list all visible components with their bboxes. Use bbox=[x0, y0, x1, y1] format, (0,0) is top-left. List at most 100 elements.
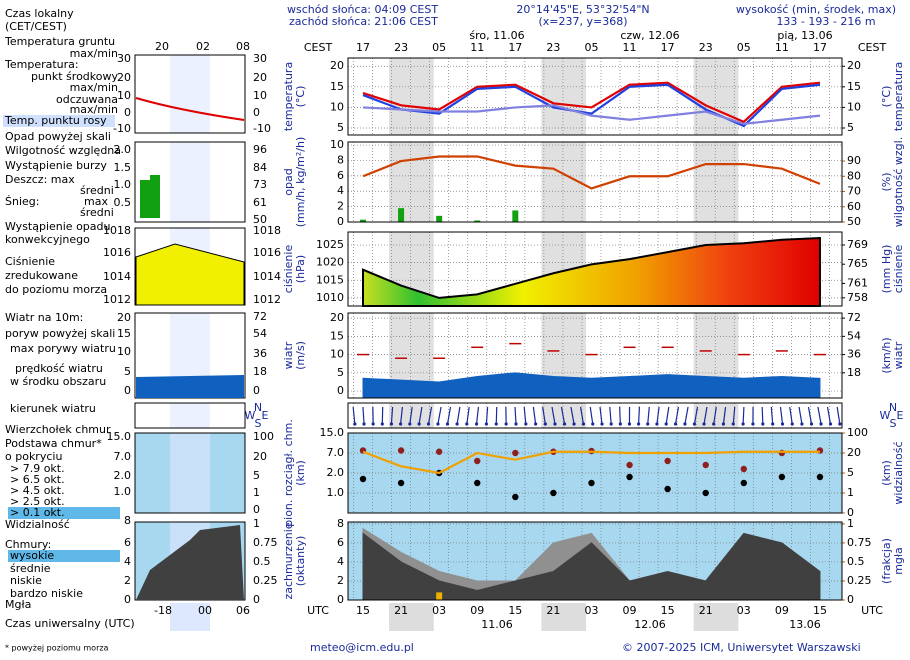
day-label: czw, 12.06 bbox=[620, 29, 679, 42]
wind-arrow-head bbox=[809, 422, 814, 426]
legend-tick: 1012 bbox=[253, 293, 281, 306]
legend-tick: 2.0 bbox=[114, 143, 132, 156]
legend-text: max porywy wiatru bbox=[10, 342, 116, 355]
legend-tick: 1018 bbox=[253, 224, 281, 237]
y2-tick-label: 1 bbox=[847, 486, 854, 499]
bar bbox=[398, 208, 405, 222]
wind-arrow-head bbox=[741, 422, 745, 426]
utc-hour: 21 bbox=[699, 604, 713, 617]
local-hour: 17 bbox=[661, 41, 675, 54]
bar bbox=[360, 219, 366, 222]
legend-text: Wilgotność względna bbox=[5, 144, 121, 157]
legend-tick: 0 bbox=[124, 106, 131, 119]
compass: W bbox=[245, 409, 256, 422]
legend-text: (CET/CEST) bbox=[5, 20, 67, 33]
legend-tick: 06 bbox=[236, 604, 250, 617]
wind-arrow bbox=[599, 406, 603, 425]
legend-tick: 0.25 bbox=[253, 574, 278, 587]
point bbox=[512, 449, 519, 457]
wind-arrow bbox=[807, 406, 813, 425]
y-tick-label: 1020 bbox=[316, 256, 344, 269]
y-tick-label: 5 bbox=[337, 121, 344, 134]
legend-text: poryw powyżej skali bbox=[5, 327, 115, 340]
legend-text: wysokie bbox=[10, 549, 54, 562]
y-tick-label: 10 bbox=[330, 348, 344, 361]
wind-arrow-head bbox=[562, 422, 567, 426]
legend-text: Podstawa chmur* bbox=[5, 437, 102, 450]
legend-tick: 1.0 bbox=[114, 178, 132, 191]
y2-tick-label: 54 bbox=[847, 329, 861, 342]
wind-arrow-head bbox=[636, 422, 641, 426]
wind-arrow-head bbox=[455, 422, 459, 426]
point bbox=[778, 473, 786, 481]
y2-tick-label: 60 bbox=[847, 200, 861, 213]
legend-text: Wystąpienie burzy bbox=[5, 159, 107, 172]
legend-tick: 2.0 bbox=[114, 469, 132, 482]
legend-tick: 15 bbox=[117, 327, 131, 340]
y2-tick-label: 80 bbox=[847, 169, 861, 182]
wind-arrow-head bbox=[761, 422, 765, 426]
wind-arrow-head bbox=[534, 422, 538, 426]
wind-arrow bbox=[732, 406, 736, 425]
legend-tick: 2 bbox=[124, 574, 131, 587]
wind-arrow bbox=[798, 406, 803, 425]
compass: W bbox=[880, 409, 891, 422]
wind-arrow bbox=[456, 406, 461, 425]
legend-cloud bbox=[136, 525, 244, 600]
legend-tick: 0 bbox=[253, 384, 260, 397]
wind-arrow-head bbox=[474, 422, 479, 426]
utc-day: 13.06 bbox=[789, 618, 821, 631]
point bbox=[474, 457, 481, 465]
panel-frame bbox=[347, 141, 843, 223]
utc-day: 12.06 bbox=[634, 618, 666, 631]
wind-arrow bbox=[390, 406, 394, 425]
day-label: śro, 11.06 bbox=[469, 29, 524, 42]
legend-precip bbox=[140, 175, 160, 218]
bar bbox=[474, 220, 481, 222]
wind-arrow-head bbox=[572, 422, 576, 426]
utc-hour: 15 bbox=[356, 604, 370, 617]
legend-tick: 0.75 bbox=[253, 536, 278, 549]
y-tick-label: 0 bbox=[337, 215, 344, 228]
legend-text: Chmury: bbox=[5, 538, 51, 551]
wind-arrow bbox=[674, 406, 680, 425]
y-axis-label: opad bbox=[282, 168, 295, 195]
series-area bbox=[362, 372, 821, 399]
wind-arrow-head bbox=[514, 422, 518, 426]
utc-hour: 03 bbox=[432, 604, 446, 617]
utc-hour: 03 bbox=[584, 604, 598, 617]
wind-arrow-head bbox=[600, 422, 604, 426]
local-hour: 17 bbox=[813, 41, 827, 54]
point bbox=[512, 493, 519, 501]
wind-arrow bbox=[579, 406, 585, 425]
legend-tick: 1016 bbox=[103, 246, 131, 259]
wind-arrow bbox=[742, 406, 745, 425]
wind-arrow-head bbox=[828, 422, 833, 426]
wind-arrow-head bbox=[543, 422, 547, 426]
wind-arrow bbox=[817, 406, 822, 425]
y-tick-label: 20 bbox=[330, 59, 344, 72]
wind-arrow bbox=[427, 406, 433, 425]
legend-tick: 1.0 bbox=[114, 485, 132, 498]
series-line bbox=[362, 104, 821, 126]
legend-wind bbox=[136, 375, 244, 398]
y2-axis-label: (°C) bbox=[880, 86, 893, 108]
y-axis-label: (°C) bbox=[294, 86, 307, 108]
night-band bbox=[389, 603, 434, 631]
legend-text: kierunek wiatru bbox=[10, 402, 96, 415]
y2-tick-label: 758 bbox=[847, 291, 868, 304]
y-axis-label: (km) bbox=[294, 460, 307, 486]
legend-text-bg bbox=[3, 115, 115, 127]
point bbox=[550, 489, 557, 497]
wind-arrow-head bbox=[436, 422, 440, 426]
wind-arrow-head bbox=[692, 422, 697, 426]
wind-arrow bbox=[409, 406, 413, 425]
wind-arrow-head bbox=[838, 422, 842, 426]
compass: S bbox=[890, 417, 897, 430]
y-tick-label: 4 bbox=[337, 555, 344, 568]
legend-tick: 96 bbox=[253, 143, 267, 156]
y2-tick-label: 0.75 bbox=[847, 536, 872, 549]
y-tick-label: 8 bbox=[337, 153, 344, 166]
legend-day-band bbox=[170, 433, 210, 513]
y-tick-label: 6 bbox=[337, 536, 344, 549]
